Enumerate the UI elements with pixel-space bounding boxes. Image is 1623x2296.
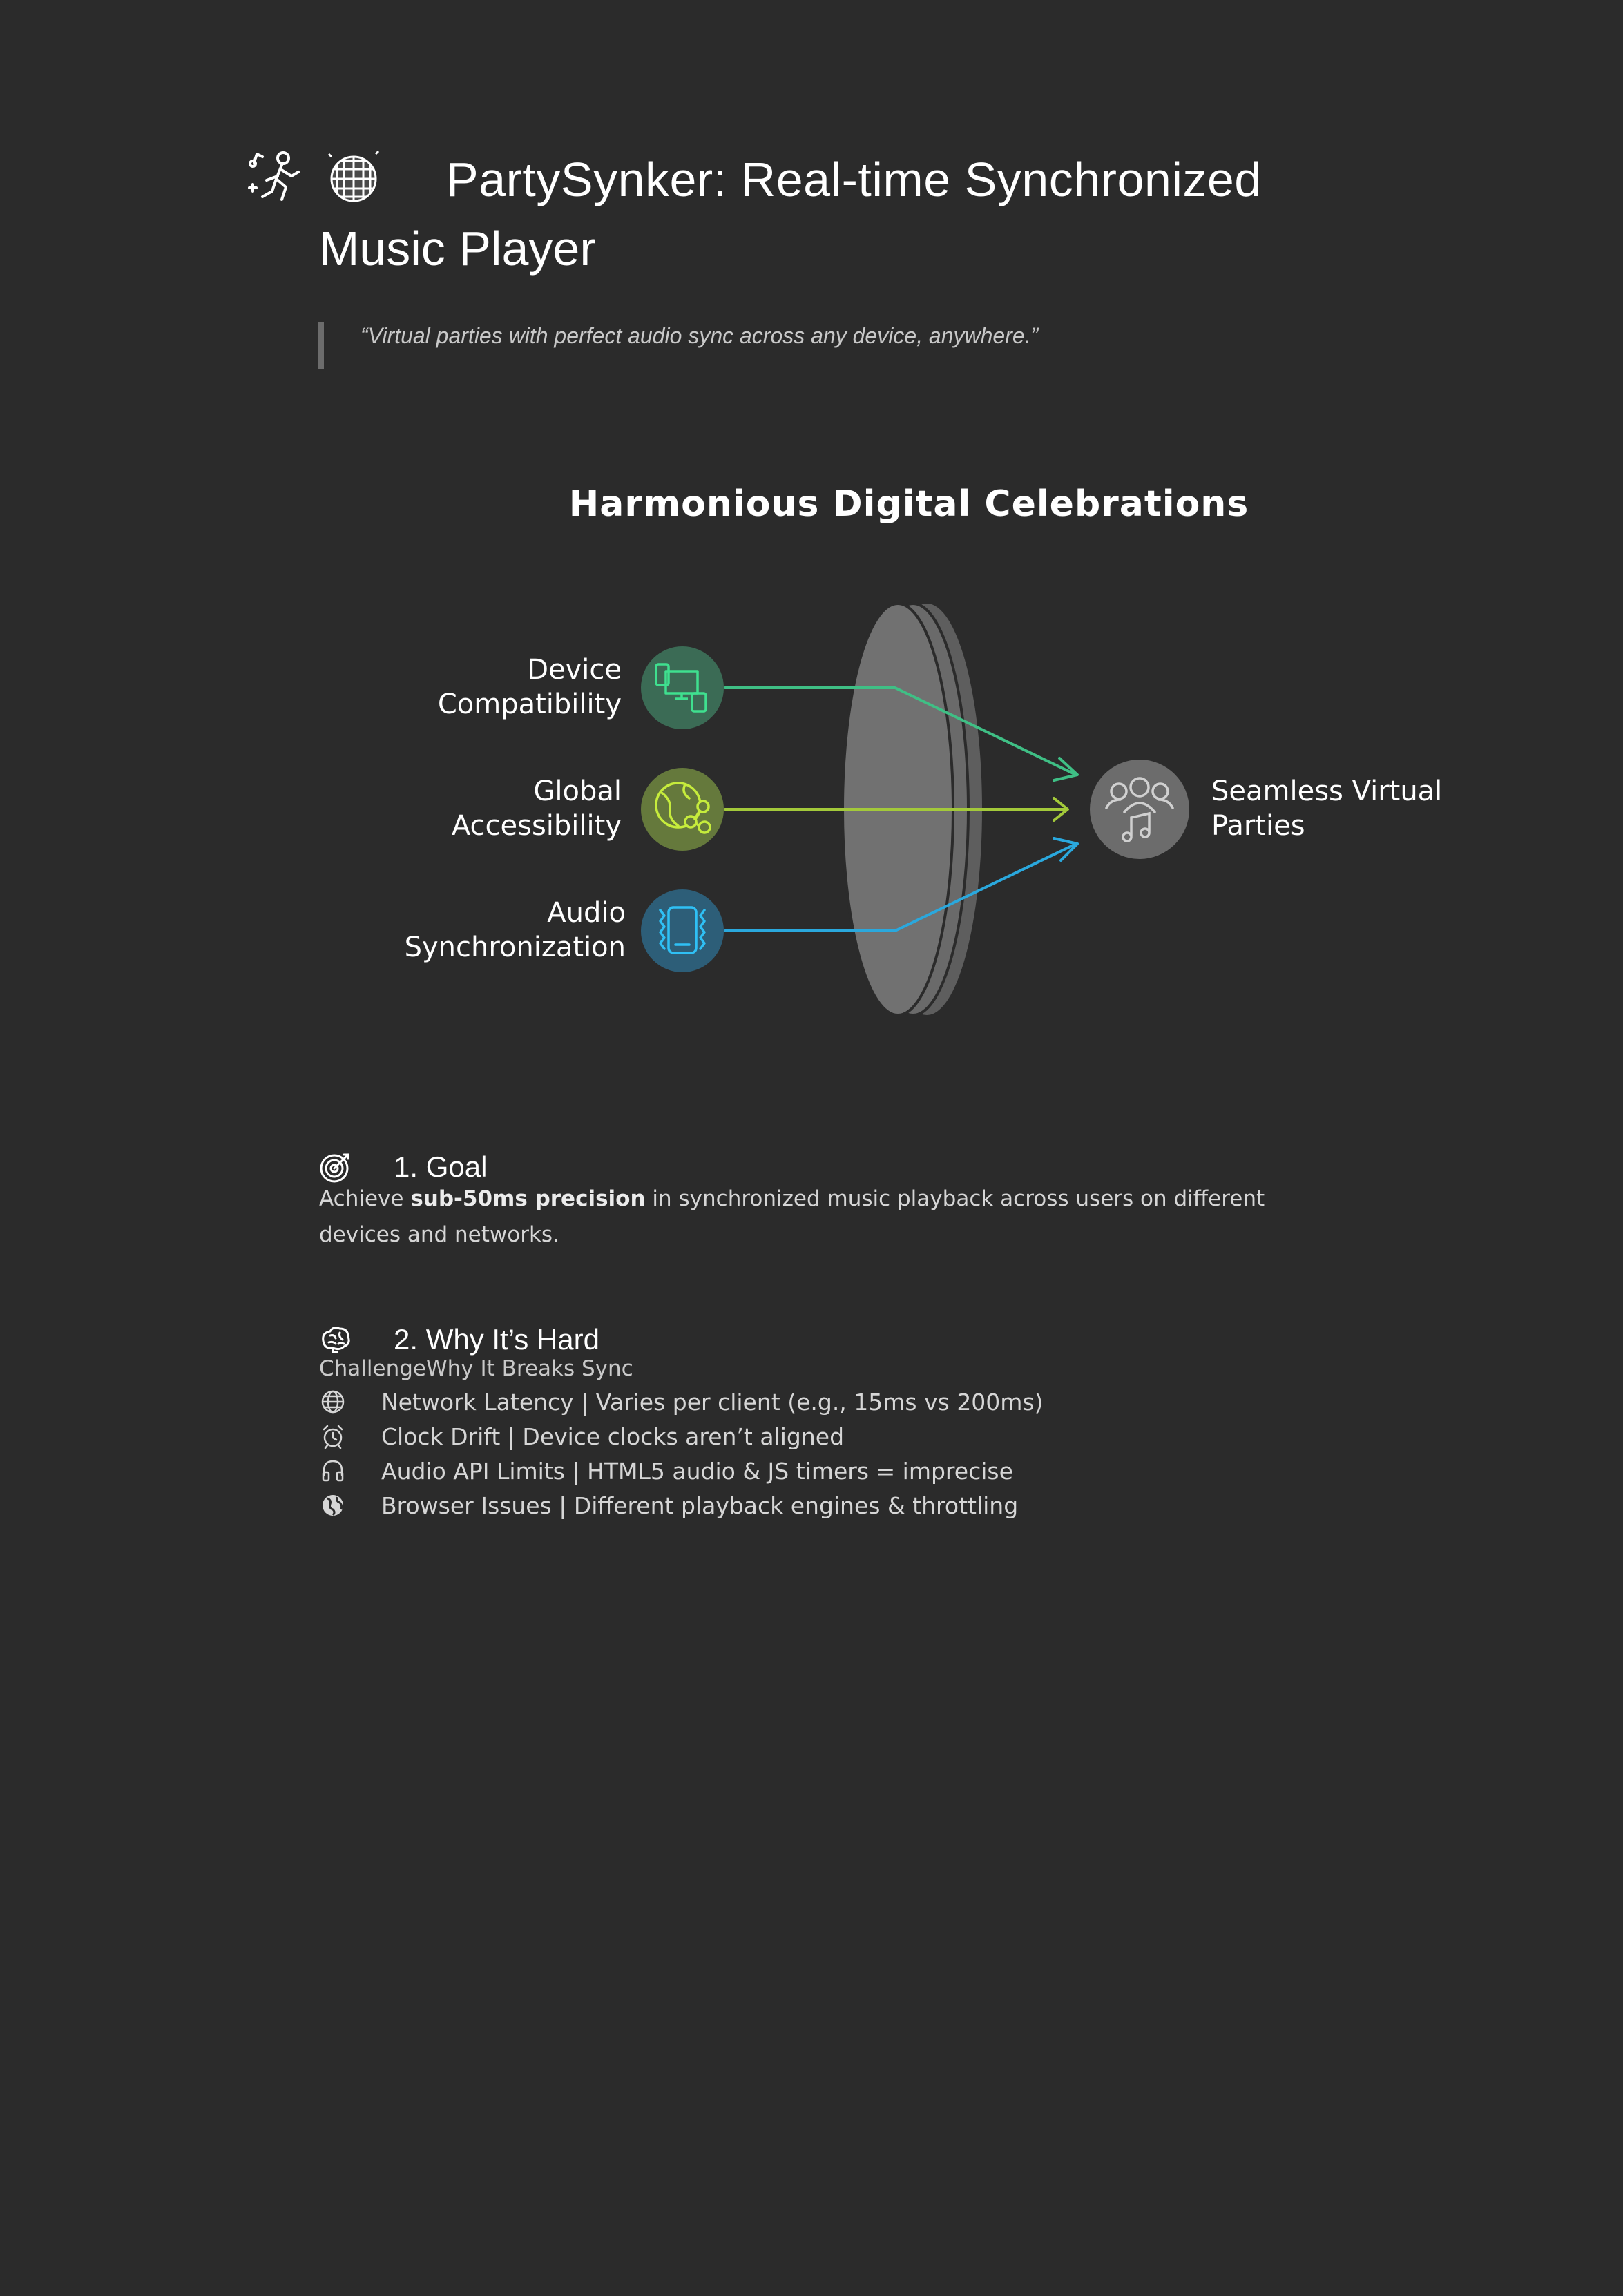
diagram-title: Harmonious Digital Celebrations bbox=[568, 483, 1249, 525]
challenge-row-text: Network Latency | Varies per client (e.g… bbox=[381, 1388, 1044, 1416]
output-label-line1: Seamless Virtual bbox=[1211, 775, 1443, 807]
input-label-device-line2: Compatibility bbox=[437, 688, 622, 720]
headphones-icon bbox=[319, 1457, 347, 1485]
output-label: Seamless Virtual Parties bbox=[1211, 774, 1442, 843]
target-icon bbox=[319, 1150, 352, 1184]
input-node-global bbox=[641, 768, 724, 851]
connector-global-arrow bbox=[1053, 797, 1069, 822]
input-label-global-line2: Accessibility bbox=[451, 810, 622, 842]
disco-ball-icon bbox=[325, 148, 383, 206]
input-label-audio-line2: Synchronization bbox=[404, 932, 626, 963]
phone-vibrate-icon bbox=[659, 906, 706, 954]
page-title-line1: PartySynker: Real-time Synchronized bbox=[446, 153, 1262, 206]
goal-text-before: Achieve bbox=[319, 1186, 411, 1211]
connector-device bbox=[724, 686, 1077, 776]
input-node-device bbox=[641, 646, 724, 729]
input-label-global: Global Accessibility bbox=[366, 774, 622, 843]
quote-text: “Virtual parties with perfect audio sync… bbox=[361, 323, 1039, 348]
output-label-line2: Parties bbox=[1211, 810, 1305, 842]
earth-icon bbox=[319, 1492, 347, 1519]
title-icons bbox=[247, 148, 383, 206]
globe-network-icon bbox=[655, 782, 711, 834]
devices-icon bbox=[655, 663, 707, 713]
goal-text: Achieve sub-50ms precision in synchroniz… bbox=[319, 1181, 1286, 1253]
goal-heading: 1. Goal bbox=[319, 1150, 487, 1184]
alarm-clock-icon bbox=[319, 1422, 347, 1450]
quote-bar bbox=[318, 322, 324, 369]
globe-icon bbox=[319, 1388, 347, 1416]
connector-audio bbox=[724, 842, 1077, 932]
challenge-row-text: Audio API Limits | HTML5 audio & JS time… bbox=[381, 1457, 1013, 1485]
input-label-global-line1: Global bbox=[533, 775, 622, 807]
input-node-audio bbox=[641, 889, 724, 972]
dancer-icon bbox=[247, 148, 305, 206]
challenge-row: Clock Drift | Device clocks aren’t align… bbox=[319, 1422, 844, 1450]
output-node bbox=[1090, 760, 1189, 859]
input-label-audio-line1: Audio bbox=[547, 897, 626, 929]
challenge-row-text: Browser Issues | Different playback engi… bbox=[381, 1492, 1019, 1519]
challenge-row: Network Latency | Varies per client (e.g… bbox=[319, 1388, 1044, 1416]
group-music-icon bbox=[1105, 777, 1174, 842]
why-hard-title: 2. Why It’s Hard bbox=[394, 1323, 599, 1356]
goal-text-after: in synchronized music playback across us… bbox=[319, 1186, 1265, 1247]
challenge-table-header: ChallengeWhy It Breaks Sync bbox=[319, 1356, 633, 1381]
why-hard-heading: 2. Why It’s Hard bbox=[319, 1323, 599, 1356]
connector-device-arrow bbox=[1053, 757, 1079, 782]
challenge-row: Audio API Limits | HTML5 audio & JS time… bbox=[319, 1457, 1013, 1485]
goal-title: 1. Goal bbox=[394, 1150, 488, 1183]
challenge-row-text: Clock Drift | Device clocks aren’t align… bbox=[381, 1422, 845, 1450]
connector-audio-arrow bbox=[1053, 837, 1079, 862]
brain-icon bbox=[319, 1323, 352, 1356]
input-label-device: Device Compatibility bbox=[366, 653, 622, 722]
page-title-line2: Music Player bbox=[319, 222, 596, 276]
input-label-audio: Audio Synchronization bbox=[366, 896, 626, 965]
goal-text-bold: sub-50ms precision bbox=[410, 1186, 646, 1211]
input-label-device-line1: Device bbox=[527, 654, 622, 686]
challenge-row: Browser Issues | Different playback engi… bbox=[319, 1492, 1018, 1519]
